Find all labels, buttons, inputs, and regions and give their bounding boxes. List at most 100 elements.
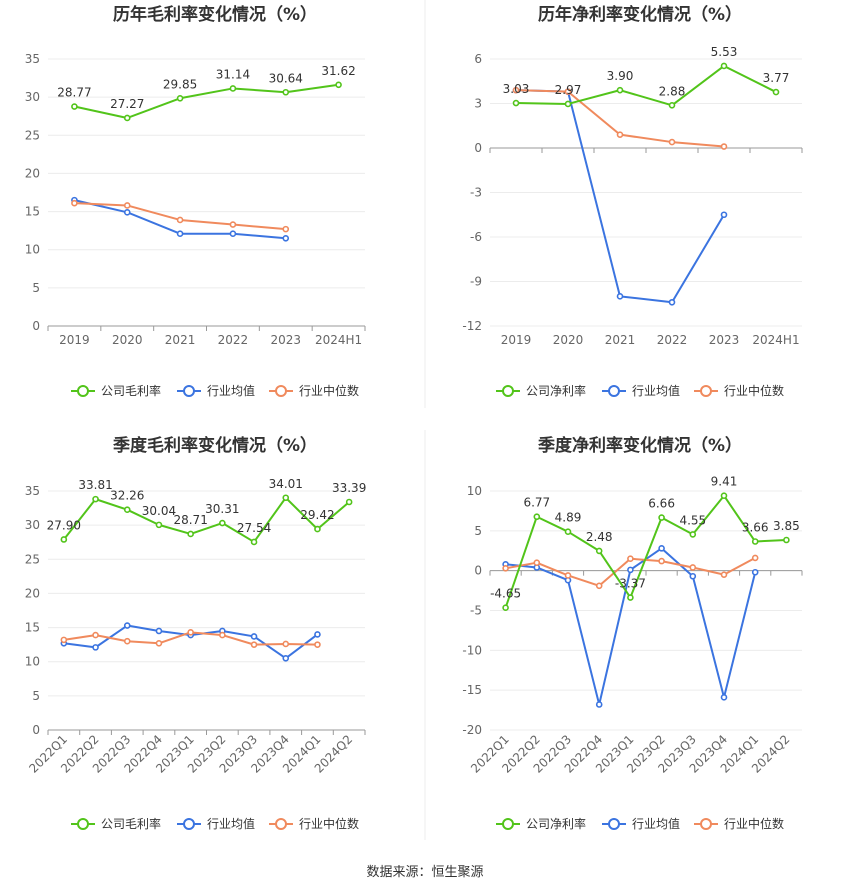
legend-swatch-marker — [275, 385, 287, 397]
legend-item-mean: 行业均值 — [177, 816, 255, 831]
data-label: 3.77 — [763, 71, 790, 85]
data-point-median — [512, 86, 520, 94]
data-label: -4.65 — [490, 587, 521, 601]
series-line-company — [515, 64, 777, 107]
y-tick-label: 0 — [32, 319, 40, 333]
data-point-mean — [282, 654, 290, 662]
legend-swatch-marker — [502, 385, 514, 397]
x-tick-label: 2023 — [270, 333, 301, 347]
legend-label: 行业均值 — [207, 383, 255, 398]
legend-label: 公司毛利率 — [101, 816, 161, 831]
legend-swatch-marker — [608, 818, 620, 830]
data-point-mean — [123, 622, 131, 629]
data-point-company — [720, 492, 728, 500]
data-point-company — [533, 513, 541, 521]
y-tick-label: 15 — [25, 621, 40, 635]
legend-swatch-marker — [608, 385, 620, 397]
series-line-company — [63, 496, 350, 543]
legend-item-mean: 行业均值 — [602, 816, 680, 831]
data-point-company — [689, 531, 697, 538]
data-label: 34.01 — [269, 477, 303, 491]
data-point-median — [533, 559, 541, 567]
y-tick-label: 25 — [25, 552, 40, 566]
data-label: -3.37 — [615, 577, 646, 591]
data-point-company — [282, 494, 290, 502]
y-tick-label: -3 — [470, 186, 482, 200]
chart-title: 历年毛利率变化情况（%） — [113, 4, 317, 25]
y-tick-label: -5 — [470, 604, 482, 618]
data-point-median — [720, 143, 728, 150]
data-point-company — [564, 100, 572, 108]
data-point-mean — [668, 298, 676, 306]
legend-item-median: 行业中位数 — [694, 816, 784, 831]
data-point-company — [71, 103, 78, 110]
legend-item-mean: 行业均值 — [177, 383, 255, 398]
data-label: 2.48 — [586, 530, 613, 544]
data-point-company — [345, 498, 353, 506]
y-tick-label: 3 — [474, 97, 482, 111]
data-point-mean — [176, 230, 184, 237]
data-point-median — [720, 571, 728, 578]
data-point-median — [92, 631, 99, 639]
data-label: 27.27 — [110, 97, 144, 111]
data-point-company — [219, 519, 226, 527]
series-line-company — [74, 83, 339, 119]
legend-label: 行业均值 — [632, 816, 680, 831]
data-point-median — [282, 225, 290, 233]
data-point-company — [658, 514, 665, 521]
series-line-mean — [515, 89, 725, 304]
data-label: 28.77 — [57, 86, 91, 100]
chart-panel-2: 季度毛利率变化情况（%）051015202530352022Q12022Q220… — [25, 435, 367, 831]
legend-label: 公司净利率 — [526, 816, 586, 831]
legend-item-median: 行业中位数 — [694, 383, 784, 398]
x-tick-label: 2023 — [709, 333, 740, 347]
data-point-company — [772, 88, 780, 96]
data-point-mean — [155, 627, 163, 635]
data-point-mean — [250, 633, 258, 640]
data-point-mean — [720, 694, 728, 701]
data-label: 30.64 — [269, 71, 303, 85]
data-point-median — [60, 636, 68, 644]
y-tick-label: -6 — [470, 230, 482, 244]
y-tick-label: 6 — [474, 52, 482, 66]
data-point-company — [335, 81, 342, 89]
x-tick-label: 2022 — [657, 333, 688, 347]
legend-item-median: 行业中位数 — [269, 816, 359, 831]
data-point-company — [595, 547, 603, 555]
data-point-median — [250, 641, 258, 648]
data-point-mean — [314, 631, 321, 638]
data-point-company — [176, 94, 184, 102]
legend-item-company: 公司净利率 — [496, 816, 586, 831]
legend-label: 行业均值 — [632, 383, 680, 398]
data-label: 29.42 — [300, 508, 334, 522]
data-point-company — [783, 536, 790, 544]
legend-label: 公司毛利率 — [101, 383, 161, 398]
data-point-median — [658, 557, 665, 565]
y-tick-label: -12 — [462, 319, 482, 333]
data-point-median — [564, 572, 572, 579]
x-tick-label: 2020 — [112, 333, 143, 347]
data-label: 5.53 — [711, 45, 738, 59]
data-point-median — [123, 202, 131, 209]
data-label: 30.31 — [205, 502, 239, 516]
legend-label: 行业中位数 — [724, 383, 784, 398]
data-point-mean — [658, 545, 665, 552]
data-label: 3.03 — [503, 82, 530, 96]
data-point-company — [751, 538, 759, 545]
data-point-median — [282, 640, 290, 648]
chart-panel-0: 历年毛利率变化情况（%） 0 5 10 15 20 25 30 35 2019 2020 2021 20… — [25, 4, 366, 398]
legend-swatch-marker — [183, 818, 195, 830]
series-line-company — [504, 494, 787, 609]
data-point-median — [668, 138, 676, 146]
y-tick-label: 20 — [25, 586, 40, 600]
data-point-median — [71, 199, 78, 207]
data-point-median — [595, 582, 603, 590]
legend-swatch-marker — [275, 818, 287, 830]
x-tick-label: 2020 — [553, 333, 584, 347]
data-point-company — [123, 114, 131, 122]
y-tick-label: 15 — [25, 205, 40, 219]
x-tick-label: 2019 — [59, 333, 90, 347]
y-tick-label: 20 — [25, 166, 40, 180]
data-point-company — [155, 521, 163, 529]
data-label: 31.14 — [216, 67, 250, 81]
